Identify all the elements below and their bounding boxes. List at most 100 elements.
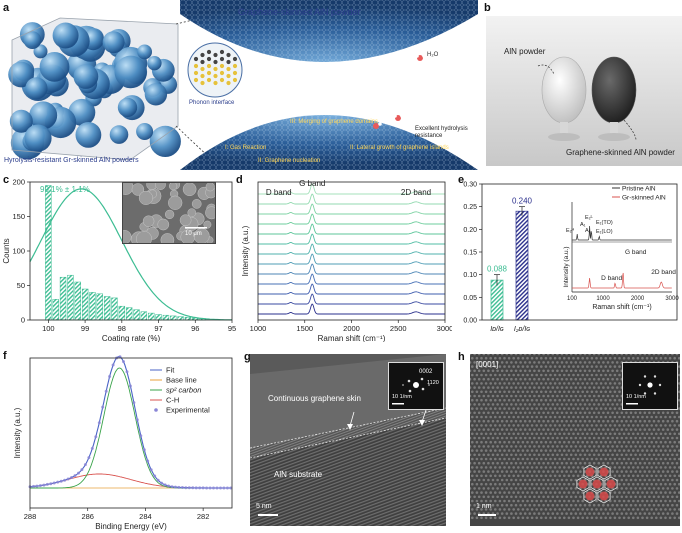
hrtem-atom — [675, 428, 679, 431]
hrtem-atom — [638, 487, 642, 490]
inset-y-axis-label: Intensity (a.u.) — [563, 246, 570, 287]
hrtem-atom — [615, 461, 619, 465]
hrtem-atom — [590, 390, 594, 394]
hrtem-atom — [650, 466, 653, 469]
hrtem-atom — [604, 440, 607, 444]
hrtem-atom — [528, 436, 532, 440]
hrtem-atom — [505, 478, 509, 482]
hrtem-scale-h: 1 nm — [476, 503, 492, 510]
hrtem-atom — [615, 436, 619, 440]
x-tick-label: 97 — [154, 324, 162, 333]
hrtem-atom — [579, 394, 582, 398]
hrtem-atom — [634, 487, 637, 490]
hrtem-atom — [553, 449, 557, 452]
hrtem-atom — [592, 411, 596, 415]
hrtem-atom — [595, 407, 598, 410]
hrtem-atom — [551, 453, 555, 457]
hrtem-atom — [673, 508, 676, 511]
hrtem-atom — [533, 369, 536, 373]
hrtem-atom — [629, 453, 633, 457]
hrtem-atom — [528, 487, 532, 490]
hrtem-atom — [638, 436, 642, 440]
hrtem-atom — [510, 470, 513, 473]
hrtem-atom — [581, 516, 584, 520]
hrtem-atom — [480, 466, 483, 469]
hrtem-atom — [606, 436, 610, 440]
hrtem-atom — [671, 512, 674, 515]
hrtem-atom — [496, 394, 499, 398]
hrtem-atom — [470, 369, 472, 373]
hrtem-atom — [482, 361, 486, 364]
hrtem-atom — [528, 470, 532, 473]
hrtem-atom — [634, 470, 637, 473]
hrtem-atom — [514, 445, 518, 448]
hrtem-atom — [574, 428, 578, 431]
hrtem-atom — [528, 428, 532, 431]
hrtem-atom — [636, 491, 640, 494]
hrtem-atom — [643, 512, 647, 515]
sem-particle — [179, 214, 192, 227]
hrtem-atom — [560, 512, 564, 515]
hrtem-atom — [581, 499, 584, 503]
hrtem-atom — [581, 457, 584, 461]
hrtem-atom — [586, 424, 589, 427]
hrtem-atom — [671, 487, 674, 490]
hrtem-atom — [659, 356, 663, 360]
hrtem-atom — [632, 466, 635, 469]
hrtem-atom — [533, 386, 536, 389]
hrtem-atom — [519, 419, 522, 423]
hrtem-atom — [507, 440, 511, 444]
hrtem-atom — [579, 503, 582, 507]
hrtem-atom — [503, 390, 506, 394]
lattice-atom — [200, 52, 205, 58]
hrtem-atom — [661, 428, 665, 431]
hrtem-atom — [521, 516, 525, 520]
hrtem-atom — [546, 487, 550, 490]
legend-label: sp² carbon — [166, 386, 201, 395]
hrtem-atom — [526, 508, 529, 511]
hrtem-atom — [563, 491, 566, 494]
hrtem-atom — [565, 487, 568, 490]
hrtem-atom — [475, 365, 479, 368]
hrtem-atom — [655, 508, 658, 511]
hrtem-atom — [572, 432, 575, 436]
y-tick-label: 0 — [21, 316, 25, 325]
hrtem-atom — [643, 478, 647, 482]
hrtem-atom — [592, 369, 596, 373]
histogram-bar — [96, 293, 103, 321]
hrtem-atom — [484, 440, 488, 444]
hrtem-atom — [498, 466, 502, 469]
hrtem-atom — [484, 382, 488, 385]
hrtem-atom — [473, 470, 476, 473]
black-powder-vial — [591, 56, 637, 141]
hrtem-atom — [480, 382, 483, 385]
hrtem-atom — [533, 419, 536, 423]
hrtem-atom — [641, 424, 644, 427]
inset-d-band-label: D band — [601, 275, 622, 282]
hrtem-atom — [576, 382, 580, 385]
hrtem-atom — [503, 499, 506, 503]
hrtem-atom — [482, 394, 486, 398]
hrtem-atom — [494, 516, 497, 520]
hrtem-atom — [565, 428, 568, 431]
hrtem-atom — [620, 512, 624, 515]
hrtem-atom — [546, 470, 550, 473]
hrtem-atom — [517, 516, 520, 520]
hrtem-atom — [609, 499, 612, 503]
hrtem-atom — [535, 390, 538, 394]
fft-spots-g — [392, 377, 430, 405]
hrtem-atom — [581, 432, 584, 436]
aln-particle — [25, 77, 48, 100]
hrtem-atom — [599, 432, 603, 436]
hrtem-atom — [523, 478, 527, 482]
hrtem-atom — [655, 440, 658, 444]
hrtem-atom — [579, 361, 582, 364]
hrtem-atom — [615, 495, 619, 499]
hrtem-atom — [574, 453, 578, 457]
panel-b: b AlN powder Graphene-skinned AlN powder — [482, 0, 682, 170]
ratio-category-label: Iᴅ/Iɢ — [490, 326, 504, 333]
hrtem-atom — [507, 499, 511, 503]
hrtem-atom — [530, 356, 534, 360]
hrtem-atom — [567, 516, 571, 520]
hrtem-atom — [678, 482, 680, 486]
